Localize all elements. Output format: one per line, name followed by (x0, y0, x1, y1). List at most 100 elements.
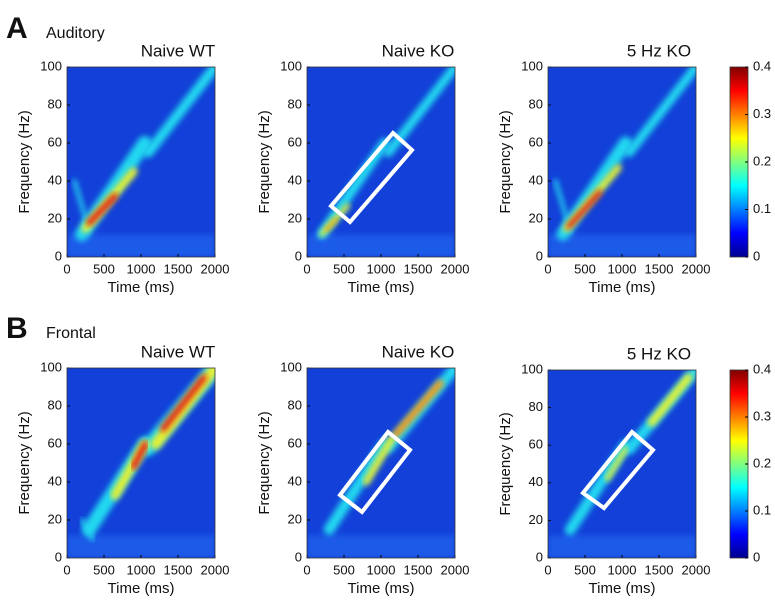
x-axis-label: Time (ms) (108, 580, 175, 597)
y-tick-label: 20 (288, 511, 302, 526)
y-tick-label: 20 (529, 512, 543, 527)
low-band (548, 234, 696, 257)
plot-frame (547, 66, 697, 258)
spectral-streak (362, 434, 396, 486)
chart-title: 5 Hz KO (627, 344, 691, 363)
plot-frame (66, 367, 216, 559)
panel-label: Frontal (46, 325, 96, 342)
y-tick-label: 80 (529, 399, 543, 414)
colorbar-tick-label: 0.2 (753, 153, 771, 168)
heatmap (67, 368, 215, 558)
y-tick-label: 0 (295, 549, 302, 564)
y-tick-label: 20 (288, 210, 302, 225)
x-tick-label: 1500 (645, 562, 674, 577)
y-tick-label: 40 (529, 474, 543, 489)
y-tick-label: 80 (48, 397, 62, 412)
y-tick-label: 60 (288, 435, 302, 450)
x-tick-label: 500 (574, 261, 596, 276)
x-tick-label: 2000 (201, 562, 230, 577)
x-axis-label: Time (ms) (348, 580, 415, 597)
x-axis-label: Time (ms) (108, 279, 175, 296)
low-band (67, 234, 215, 257)
plot-frame (306, 367, 456, 559)
x-tick-label: 1500 (404, 261, 433, 276)
heatmap (307, 368, 455, 558)
y-tick-label: 20 (529, 210, 543, 225)
x-tick-label: 0 (303, 562, 310, 577)
plot-frame (306, 66, 456, 258)
x-tick-label: 0 (63, 562, 70, 577)
y-tick-label: 80 (48, 96, 62, 111)
y-tick-label: 20 (48, 511, 62, 526)
colorbar-tick-label: 0.3 (753, 106, 771, 121)
colorbar-tick-label: 0.1 (753, 502, 771, 517)
colorbar-tick-label: 0 (753, 248, 760, 263)
x-tick-label: 1000 (608, 261, 637, 276)
panel-letter: A (6, 12, 28, 45)
highlight-box (328, 130, 415, 225)
y-tick-label: 60 (48, 435, 62, 450)
x-tick-label: 2000 (441, 261, 470, 276)
x-tick-label: 1500 (164, 562, 193, 577)
colorbar-tick-label: 0.4 (753, 58, 771, 73)
x-tick-label: 1500 (645, 261, 674, 276)
x-axis-label: Time (ms) (589, 279, 656, 296)
y-axis-label: Frequency (Hz) (16, 411, 33, 514)
chart-title: Naive WT (141, 342, 216, 361)
x-tick-label: 0 (63, 261, 70, 276)
y-tick-label: 0 (536, 248, 543, 263)
spectral-streak (143, 67, 215, 158)
y-tick-label: 60 (288, 134, 302, 149)
spectral-streak (566, 189, 603, 230)
y-tick-label: 100 (521, 361, 543, 376)
x-tick-label: 500 (574, 562, 596, 577)
y-tick-label: 40 (48, 172, 62, 187)
chart-title: Naive KO (382, 41, 455, 60)
x-tick-label: 500 (93, 261, 115, 276)
x-tick-label: 2000 (201, 261, 230, 276)
y-axis-label: Frequency (Hz) (256, 110, 273, 213)
y-tick-label: 100 (40, 359, 62, 374)
colorbar-tick-label: 0.1 (753, 201, 771, 216)
chart-title: Naive KO (382, 342, 455, 361)
spectral-streak (392, 379, 444, 438)
x-tick-label: 500 (93, 562, 115, 577)
heatmap (548, 67, 696, 257)
colorbar-tick-label: 0.3 (753, 408, 771, 423)
x-tick-label: 0 (544, 562, 551, 577)
y-tick-label: 40 (48, 473, 62, 488)
x-tick-label: 1000 (127, 261, 156, 276)
low-band (67, 535, 215, 558)
y-tick-label: 40 (288, 473, 302, 488)
y-tick-label: 60 (529, 134, 543, 149)
panel-letter: B (6, 312, 28, 345)
x-tick-label: 500 (333, 261, 355, 276)
y-tick-label: 100 (521, 58, 543, 73)
spectral-streak (324, 217, 339, 232)
y-tick-label: 80 (288, 96, 302, 111)
colorbar-tick-label: 0 (753, 549, 760, 564)
plot-frame (547, 369, 697, 559)
x-tick-label: 2000 (682, 562, 711, 577)
colorbar-tick-label: 0.4 (753, 361, 771, 376)
colorbar-tick-label: 0.2 (753, 455, 771, 470)
y-axis-label: Frequency (Hz) (16, 110, 33, 213)
y-tick-label: 100 (40, 58, 62, 73)
y-tick-label: 0 (295, 248, 302, 263)
x-tick-label: 1000 (367, 562, 396, 577)
chart-title: 5 Hz KO (627, 41, 691, 60)
heatmap (548, 370, 696, 558)
chart-title: Naive WT (141, 41, 216, 60)
spectral-streak (647, 373, 693, 427)
y-tick-label: 60 (529, 437, 543, 452)
highlight-box (337, 429, 413, 515)
x-tick-label: 1000 (608, 562, 637, 577)
spectral-streak (160, 374, 207, 432)
x-tick-label: 2000 (441, 562, 470, 577)
y-axis-label: Frequency (Hz) (497, 110, 514, 213)
low-band (307, 234, 455, 257)
y-tick-label: 0 (536, 549, 543, 564)
plot-frame (66, 66, 216, 258)
spectral-streak (604, 446, 629, 482)
